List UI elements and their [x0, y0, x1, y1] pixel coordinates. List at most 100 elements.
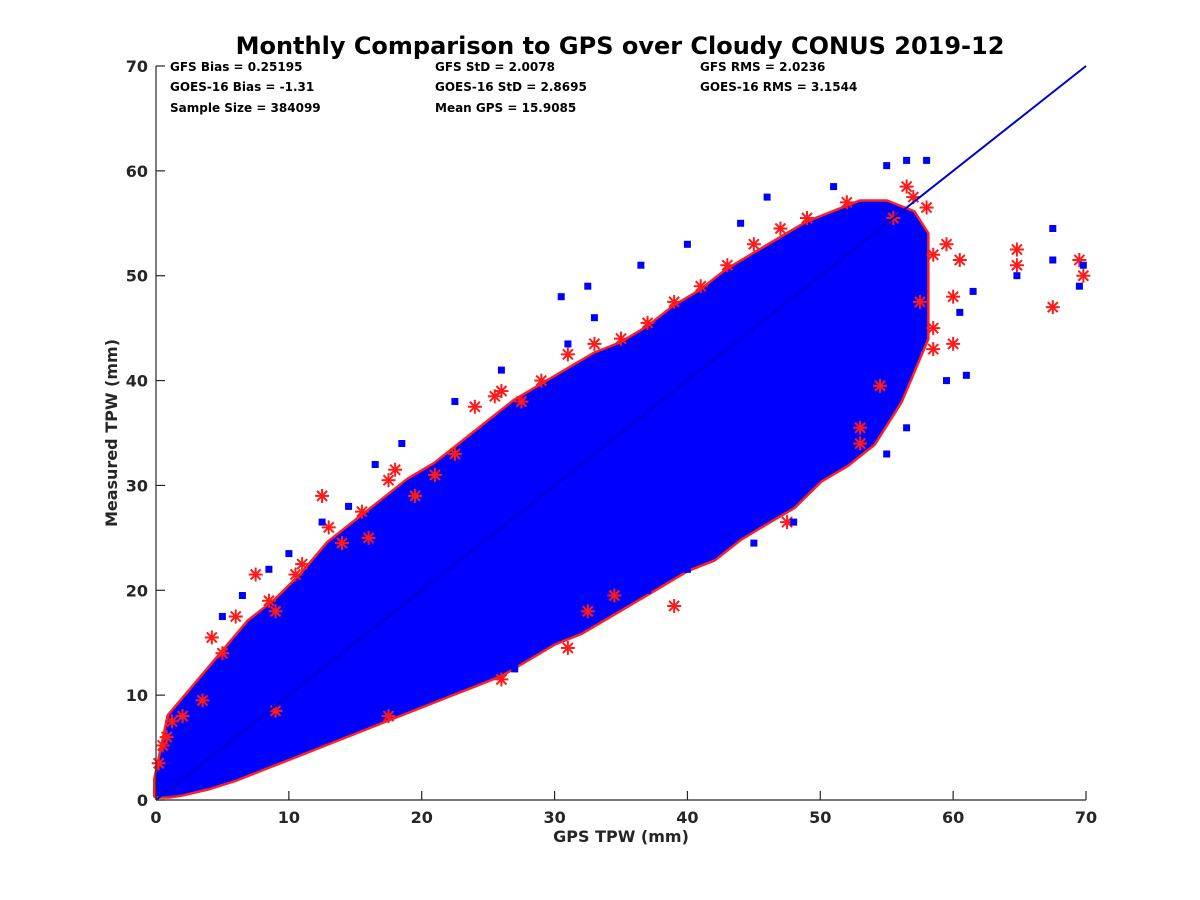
one-to-one-line [155, 65, 1087, 801]
goes16-point [584, 282, 592, 290]
x-tick-label: 0 [150, 808, 161, 827]
gfs-point [151, 756, 166, 771]
stat-goes16-std: GOES-16 StD = 2.8695 [435, 80, 587, 94]
y-tick-label: 0 [137, 791, 148, 810]
goes16-point [683, 565, 691, 573]
gfs-point [164, 714, 179, 729]
stat-gfs-bias: GFS Bias = 0.25195 [170, 60, 302, 74]
gfs-point [494, 384, 509, 399]
goes16-point [1075, 282, 1083, 290]
gfs-point [560, 347, 575, 362]
x-axis-label: GPS TPW (mm) [553, 827, 689, 846]
gfs-point [946, 289, 961, 304]
gfs-point [607, 588, 622, 603]
goes16-point [497, 366, 505, 374]
gfs-point [926, 321, 941, 336]
gfs-point [580, 604, 595, 619]
y-tick-label: 70 [126, 57, 148, 76]
y-tick-label: 60 [126, 162, 148, 181]
y-axis-label: Measured TPW (mm) [102, 339, 121, 527]
gfs-point [514, 394, 529, 409]
reference-line [155, 65, 1087, 801]
gfs-point [268, 604, 283, 619]
gfs-point [693, 279, 708, 294]
gfs-point [204, 630, 219, 645]
x-tick-label: 10 [278, 808, 300, 827]
goes16-point [318, 518, 326, 526]
gfs-point [248, 567, 263, 582]
stat-gfs-rms: GFS RMS = 2.0236 [700, 60, 825, 74]
goes16-point [956, 308, 964, 316]
gfs-point [667, 294, 682, 309]
gfs-point [159, 730, 174, 745]
gfs-point [773, 221, 788, 236]
gfs-point [640, 315, 655, 330]
y-ticks: 0 10 20 30 40 50 60 70 [126, 57, 165, 810]
goes16-point [218, 613, 226, 620]
goes16-point [962, 371, 970, 379]
gfs-point [1009, 242, 1024, 257]
gfs-point [175, 709, 190, 724]
gfs-point [873, 378, 888, 393]
gfs-point [926, 247, 941, 262]
goes16-point [544, 623, 552, 631]
gfs-point [1045, 300, 1060, 315]
goes16-point [683, 240, 691, 248]
gfs-point [1009, 258, 1024, 273]
gfs-point [926, 342, 941, 357]
goes16-point [238, 592, 246, 599]
goes16-point [830, 183, 838, 191]
gfs-point [381, 473, 396, 488]
gfs-point [720, 258, 735, 273]
gfs-point [667, 599, 682, 614]
gfs-point [354, 504, 369, 519]
y-tick-label: 30 [126, 476, 148, 495]
x-tick-label: 20 [411, 808, 433, 827]
x-tick-label: 30 [543, 808, 565, 827]
stat-gfs-std: GFS StD = 2.0078 [435, 60, 555, 74]
goes16-point [1013, 272, 1021, 280]
stat-sample-size: Sample Size = 384099 [170, 101, 321, 115]
gfs-point [381, 709, 396, 724]
goes16-series [218, 156, 1087, 704]
stat-goes16-bias: GOES-16 Bias = -1.31 [170, 80, 314, 94]
goes16-point [737, 219, 745, 227]
goes16-point [265, 565, 273, 573]
gfs-point [295, 557, 310, 572]
y-tick-label: 20 [126, 581, 148, 600]
gfs-point [746, 237, 761, 252]
gfs-point [408, 488, 423, 503]
goes16-point [371, 461, 379, 468]
goes16-point [903, 424, 911, 432]
goes16-point [644, 586, 652, 594]
goes16-point [557, 293, 565, 301]
x-tick-label: 40 [676, 808, 698, 827]
x-tick-label: 50 [809, 808, 831, 827]
goes16-point [444, 675, 452, 683]
gfs-point [335, 536, 349, 551]
gfs-point [800, 211, 814, 226]
goes16-point [511, 665, 519, 673]
axes [155, 66, 1086, 801]
goes16-point [763, 508, 771, 516]
goes16-point [763, 193, 771, 201]
goes16-point [637, 261, 645, 269]
y-tick-label: 40 [126, 372, 148, 391]
goes16-point [610, 602, 618, 610]
gfs-point [388, 462, 403, 477]
stat-mean-gps: Mean GPS = 15.9085 [435, 101, 576, 115]
gfs-point [614, 331, 628, 346]
goes16-point [1049, 256, 1057, 264]
y-tick-label: 10 [126, 686, 148, 705]
goes16-point [590, 314, 598, 322]
stat-goes16-rms: GOES-16 RMS = 3.1544 [700, 80, 857, 94]
gfs-point [315, 488, 330, 503]
x-tick-label: 70 [1075, 808, 1097, 827]
gfs-point [361, 530, 376, 545]
goes16-point [564, 340, 572, 348]
gfs-point [228, 609, 243, 624]
gfs-point [839, 195, 854, 210]
gfs-point [946, 336, 961, 351]
gfs-point [447, 446, 462, 461]
